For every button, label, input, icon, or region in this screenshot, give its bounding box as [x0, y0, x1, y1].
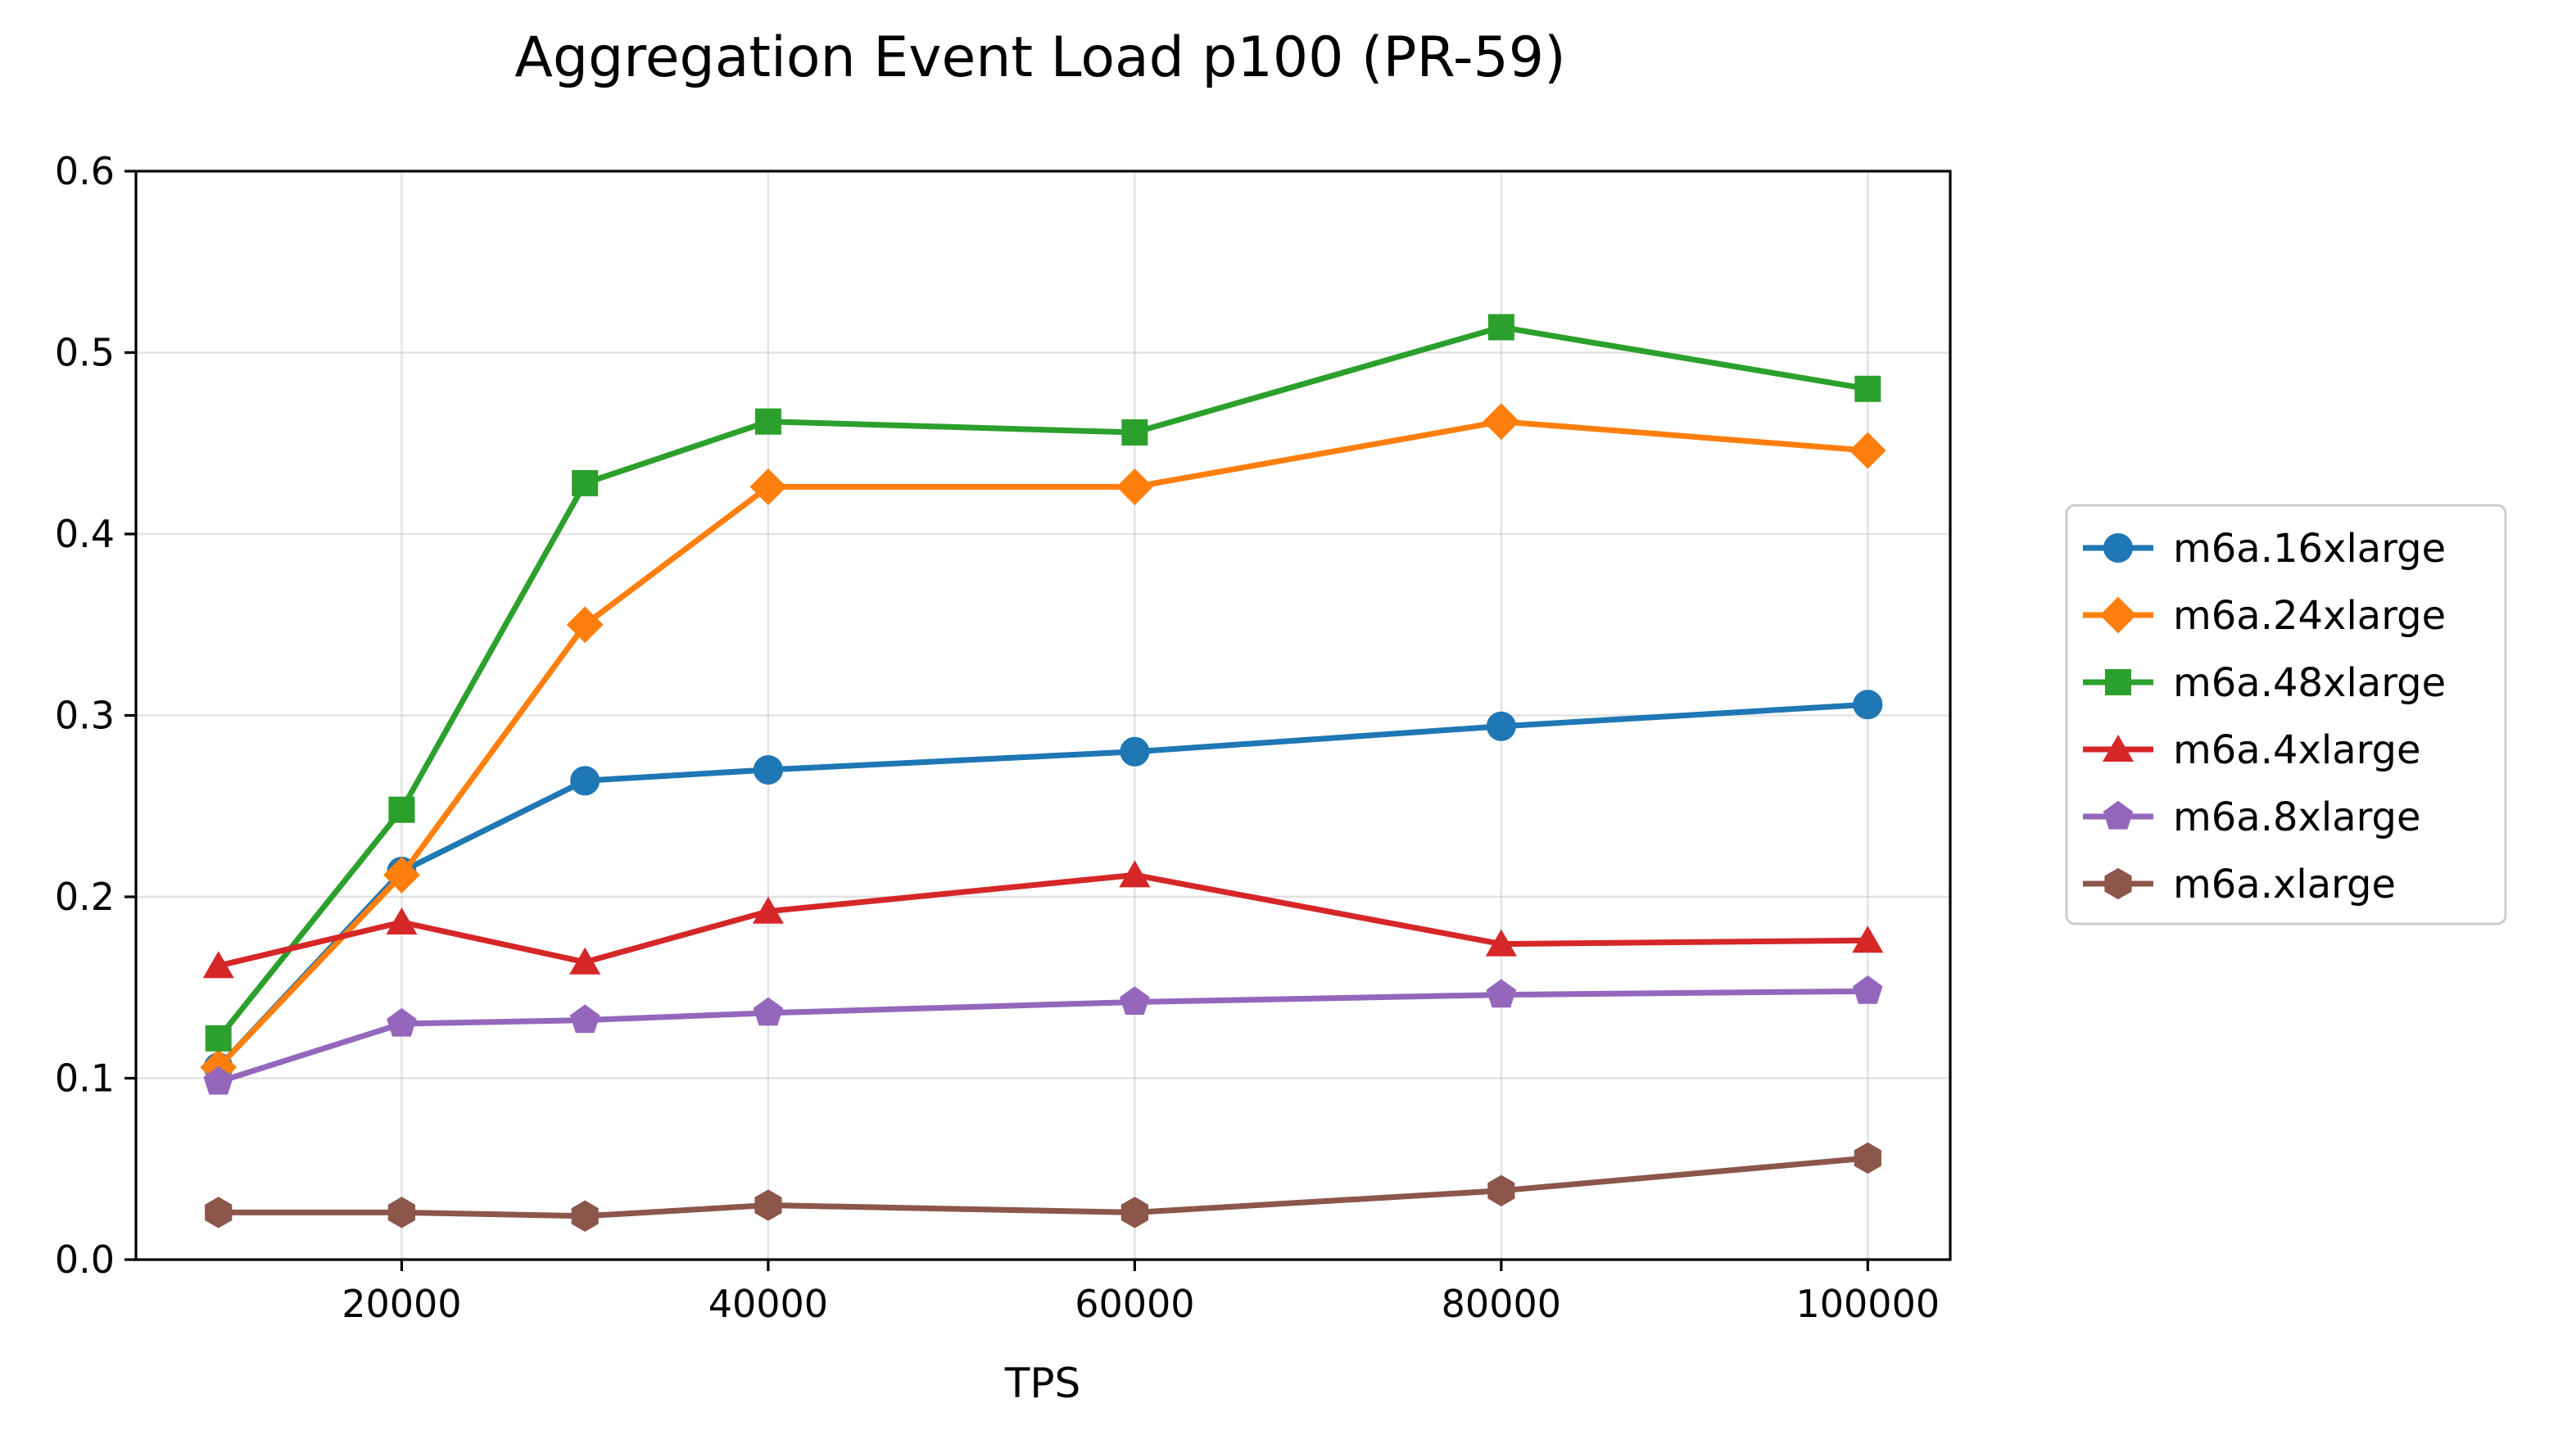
data-point: [1121, 419, 1148, 446]
data-point: [753, 997, 784, 1026]
data-point: [1854, 375, 1881, 402]
x-tick-label: 60000: [1075, 1282, 1194, 1326]
legend-item: m6a.4xlarge: [2083, 727, 2421, 773]
data-point: [1485, 929, 1517, 957]
data-point: [1120, 736, 1150, 767]
series-m6a.48xlarge: [205, 314, 1881, 1052]
legend-label: m6a.48xlarge: [2173, 660, 2446, 706]
data-point: [1119, 860, 1151, 888]
series-m6a.xlarge: [205, 1142, 1881, 1232]
x-tick-label: 100000: [1796, 1282, 1940, 1326]
legend-item: m6a.24xlarge: [2083, 593, 2446, 639]
data-point: [1483, 403, 1520, 441]
y-tick-label: 0.0: [55, 1238, 115, 1282]
legend-item: m6a.xlarge: [2083, 862, 2396, 907]
legend-label: m6a.16xlarge: [2173, 526, 2446, 572]
data-point: [1120, 986, 1150, 1015]
data-point: [1849, 432, 1886, 469]
data-point: [202, 951, 234, 979]
x-axis: 20000 40000 60000 80000 100000: [342, 1260, 1940, 1326]
legend-marker: [2105, 669, 2131, 695]
data-point: [386, 907, 418, 934]
y-tick-label: 0.4: [55, 512, 115, 556]
data-point: [1853, 975, 1883, 1004]
series-layer: [200, 314, 1886, 1232]
legend-marker: [2102, 734, 2135, 762]
legend-marker: [2103, 800, 2134, 830]
series-m6a.8xlarge: [203, 975, 1883, 1095]
legend-item: m6a.8xlarge: [2083, 794, 2421, 840]
legend-frame: [2065, 504, 2507, 925]
legend-label: m6a.xlarge: [2173, 862, 2396, 907]
data-point: [1852, 925, 1884, 953]
x-tick-label: 80000: [1442, 1282, 1561, 1326]
data-point: [566, 606, 604, 644]
data-point: [754, 1189, 782, 1221]
data-point: [388, 796, 415, 823]
legend-label: m6a.24xlarge: [2173, 593, 2446, 639]
y-tick-label: 0.2: [55, 875, 115, 919]
y-tick-label: 0.5: [55, 331, 115, 375]
legend: m6a.16xlarge m6a.24xlarge m6a.48xlarge m6a.…: [2065, 504, 2507, 925]
legend-label: m6a.8xlarge: [2173, 794, 2421, 840]
data-point: [571, 1200, 599, 1232]
data-point: [205, 1197, 233, 1229]
series-m6a.24xlarge: [200, 403, 1886, 1086]
x-tick-label: 20000: [342, 1282, 461, 1326]
x-tick-label: 40000: [709, 1282, 828, 1326]
data-point: [1486, 979, 1517, 1008]
data-point: [205, 1025, 232, 1052]
data-point: [203, 1066, 233, 1095]
data-point: [1120, 1197, 1148, 1229]
legend-item: m6a.48xlarge: [2083, 660, 2446, 706]
chart-title: Aggregation Event Load p100 (PR-59): [514, 25, 1565, 90]
data-point: [387, 1197, 415, 1229]
data-point: [749, 468, 787, 505]
legend-item: m6a.16xlarge: [2083, 526, 2446, 572]
data-point: [569, 947, 601, 975]
data-point: [572, 469, 599, 496]
y-tick-label: 0.3: [55, 694, 115, 738]
y-tick-label: 0.6: [55, 149, 115, 193]
legend-label: m6a.4xlarge: [2173, 727, 2421, 773]
data-point: [570, 766, 600, 796]
data-point: [1853, 690, 1883, 720]
data-point: [387, 1007, 417, 1037]
legend-marker: [2099, 596, 2137, 634]
data-point: [1486, 711, 1516, 741]
legend-marker: [2103, 533, 2133, 563]
x-axis-label: TPS: [1004, 1360, 1080, 1407]
data-point: [1854, 1142, 1881, 1174]
data-point: [753, 754, 783, 785]
y-axis: 0.0 0.1 0.2 0.3 0.4 0.5 0.6: [55, 149, 136, 1282]
data-point: [754, 408, 781, 435]
series-m6a.4xlarge: [202, 860, 1884, 979]
data-point: [1487, 1174, 1515, 1206]
data-point: [1487, 314, 1514, 341]
data-point: [1116, 468, 1153, 505]
legend-marker: [2104, 867, 2132, 900]
data-point: [752, 896, 784, 924]
data-point: [383, 856, 420, 894]
y-tick-label: 0.1: [55, 1057, 115, 1101]
data-point: [569, 1004, 600, 1034]
